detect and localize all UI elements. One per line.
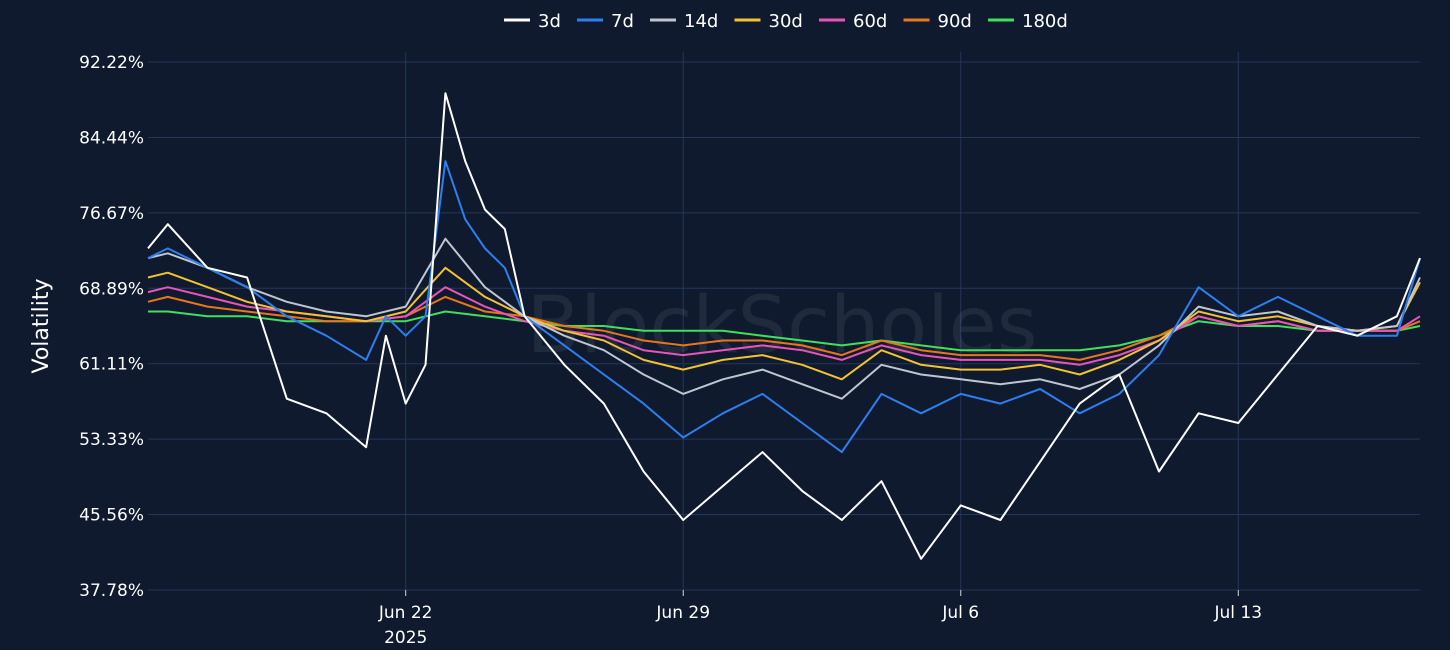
legend-label-30d: 30d xyxy=(769,11,803,32)
series-line-3d xyxy=(147,92,1421,560)
legend-label-180d: 180d xyxy=(1022,11,1068,32)
y-tick-label: 68.89% xyxy=(79,279,144,299)
x-axis-ticks: Jun 22 2025 Jun 29 Jul 6 Jul 13 xyxy=(378,590,1262,648)
y-tick-label: 61.11% xyxy=(79,355,144,375)
x-tick-label: Jun 22 xyxy=(378,603,433,623)
legend-label-14d: 14d xyxy=(684,11,718,32)
x-tick-label: Jul 6 xyxy=(941,603,979,623)
grid-lines xyxy=(148,52,1420,591)
legend-label-3d: 3d xyxy=(538,11,561,32)
series-layer xyxy=(147,92,1421,560)
x-tick-year-label: 2025 xyxy=(384,628,427,648)
series-line-14d xyxy=(147,237,1421,400)
legend: 3d 7d 14d 30d 60d 90d 180d xyxy=(504,11,1068,32)
y-axis-title: Volatility xyxy=(29,278,54,373)
legend-label-90d: 90d xyxy=(938,11,972,32)
y-tick-label: 84.44% xyxy=(79,128,144,148)
series-line-7d xyxy=(147,160,1421,454)
y-axis-ticks: 37.78% 45.56% 53.33% 61.11% 68.89% 76.67% 84.4… xyxy=(79,53,144,601)
series-line-30d xyxy=(147,266,1421,381)
y-tick-label: 53.33% xyxy=(79,430,144,450)
y-tick-label: 45.56% xyxy=(79,506,144,526)
y-tick-label: 92.22% xyxy=(79,53,144,73)
y-tick-label: 76.67% xyxy=(79,204,144,224)
y-tick-label: 37.78% xyxy=(79,581,144,601)
x-tick-label: Jul 13 xyxy=(1214,603,1263,623)
legend-label-7d: 7d xyxy=(611,11,634,32)
x-tick-label: Jun 29 xyxy=(655,603,710,623)
legend-label-60d: 60d xyxy=(853,11,887,32)
